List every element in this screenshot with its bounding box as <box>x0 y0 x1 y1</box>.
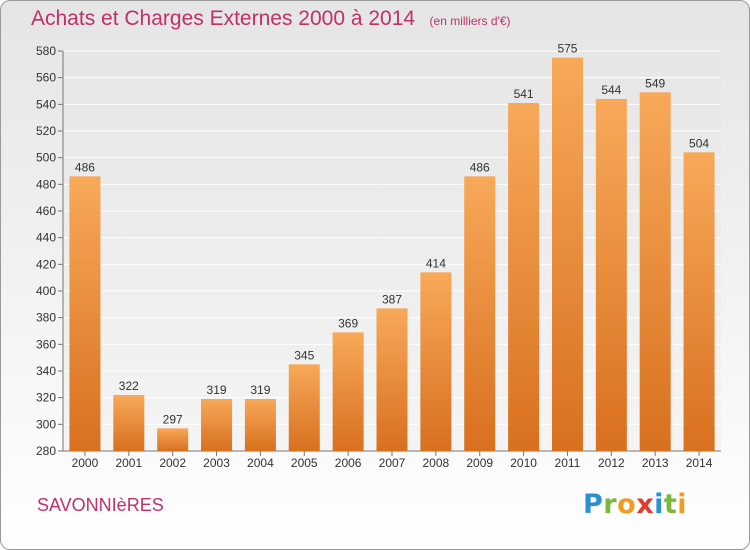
bar <box>639 92 671 451</box>
bar <box>332 332 364 451</box>
chart-subtitle: (en milliers d'€) <box>429 14 511 28</box>
bar-value-label: 322 <box>119 379 139 393</box>
bar-value-label: 486 <box>470 160 490 174</box>
x-tick-label: 2001 <box>115 456 142 470</box>
y-tick-label: 400 <box>36 284 56 298</box>
logo-letter: t <box>663 489 678 520</box>
plot-area: 280 300 320 340 360 380 400 420 440 460 480 500 520 5… <box>36 42 721 470</box>
bar <box>595 99 627 451</box>
y-tick-label: 520 <box>36 124 56 138</box>
x-tick-label: 2014 <box>686 456 713 470</box>
location-name: SAVONNIèRES <box>37 495 164 515</box>
bar <box>420 272 452 451</box>
bar-value-label: 541 <box>514 87 534 101</box>
bar <box>288 364 320 451</box>
y-tick-label: 480 <box>36 177 56 191</box>
x-tick-label: 2002 <box>159 456 186 470</box>
bar-value-label: 345 <box>294 348 314 362</box>
y-tick-label: 280 <box>36 444 56 458</box>
y-tick-label: 500 <box>36 151 56 165</box>
bar <box>69 176 101 452</box>
bar <box>201 399 233 451</box>
y-tick-label: 420 <box>36 257 56 271</box>
chart-title-text: Achats et Charges Externes 2000 à 2014 <box>31 7 416 30</box>
logo-letter: o <box>617 489 637 520</box>
x-tick-label: 2004 <box>247 456 274 470</box>
logo-letter: i <box>654 489 664 520</box>
y-tick-label: 300 <box>36 417 56 431</box>
x-tick-label: 2008 <box>423 456 450 470</box>
bar-value-label: 297 <box>163 412 183 426</box>
x-tick-label: 2012 <box>598 456 625 470</box>
bar-value-label: 319 <box>250 383 270 397</box>
logo-letter: x <box>636 489 655 520</box>
bar-value-label: 544 <box>601 83 621 97</box>
y-tick-label: 440 <box>36 231 56 245</box>
y-tick-label: 580 <box>36 44 56 58</box>
bar <box>113 395 145 451</box>
bar <box>157 428 189 451</box>
bar <box>376 308 408 451</box>
bar <box>508 103 540 451</box>
bar-value-label: 504 <box>689 136 709 150</box>
x-tick-label: 2003 <box>203 456 230 470</box>
y-tick-label: 380 <box>36 311 56 325</box>
chart-title: Achats et Charges Externes 2000 à 2014 (… <box>31 7 511 31</box>
x-tick-label: 2009 <box>466 456 493 470</box>
logo-letter: i <box>677 489 688 520</box>
bar <box>551 57 583 452</box>
y-tick-label: 360 <box>36 337 56 351</box>
bar-value-label: 369 <box>338 316 358 330</box>
x-tick-label: 2011 <box>555 456 581 470</box>
bar <box>464 176 496 452</box>
logo-letter: r <box>603 489 618 520</box>
bar-value-label: 387 <box>382 292 402 306</box>
x-tick-label: 2006 <box>335 456 362 470</box>
bar <box>244 399 276 451</box>
proxiti-logo: Proxiti <box>583 489 687 520</box>
x-tick-label: 2013 <box>642 456 669 470</box>
bar-value-label: 549 <box>645 76 665 90</box>
bar <box>683 152 715 452</box>
bar-value-label: 575 <box>557 42 577 56</box>
x-tick-label: 2010 <box>510 456 537 470</box>
x-tick-label: 2005 <box>291 456 318 470</box>
y-tick-label: 460 <box>36 204 56 218</box>
y-tick-label: 540 <box>36 97 56 111</box>
bar-value-label: 414 <box>426 256 446 270</box>
x-tick-label: 2000 <box>72 456 99 470</box>
bar-value-label: 319 <box>207 383 227 397</box>
bar-value-label: 486 <box>75 160 95 174</box>
logo-letter: P <box>583 489 604 520</box>
y-tick-label: 340 <box>36 364 56 378</box>
y-tick-label: 320 <box>36 391 56 405</box>
x-tick-label: 2007 <box>379 456 406 470</box>
y-tick-label: 560 <box>36 71 56 85</box>
